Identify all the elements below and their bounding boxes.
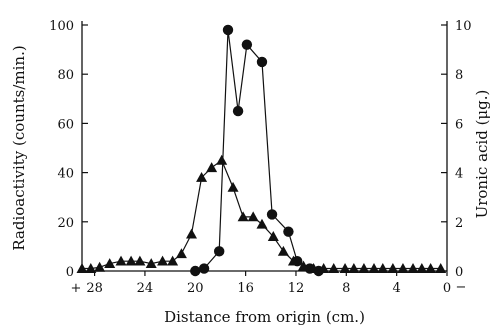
triangle-point — [318, 263, 330, 273]
triangle-point — [216, 154, 228, 165]
triangle-point — [104, 258, 116, 269]
x-tick-label: 4 — [393, 281, 401, 296]
x-tick-label: 12 — [288, 281, 305, 296]
triangle-point — [287, 255, 299, 266]
x-origin-minus-label: − — [456, 280, 467, 295]
triangle-point — [308, 263, 320, 273]
triangle-point — [167, 255, 179, 266]
y-right-tick-label: 0 — [455, 265, 463, 280]
y-axis-right-title: Uronic acid (μg.) — [473, 90, 491, 219]
x-tick-label: 16 — [237, 281, 254, 296]
circle-point — [190, 265, 201, 277]
triangle-point — [206, 162, 218, 173]
triangle-point — [298, 260, 310, 271]
triangle-point — [387, 263, 399, 273]
triangle-point — [339, 263, 351, 273]
y-left-tick-label: 60 — [57, 117, 74, 132]
triangle-point — [416, 263, 428, 273]
y-left-tick-label: 80 — [57, 68, 74, 83]
triangle-point — [237, 211, 249, 222]
y-left-tick-label: 0 — [66, 265, 74, 280]
y-right-tick-label: 2 — [455, 216, 463, 231]
y-right-tick-label: 8 — [455, 68, 463, 83]
y-right-tick-label: 10 — [455, 19, 472, 34]
x-origin-plus-label: + — [71, 281, 82, 296]
circle-point — [256, 56, 268, 68]
x-tick-label: 8 — [342, 281, 350, 296]
triangle-point — [85, 263, 97, 273]
triangle-point — [145, 258, 157, 269]
triangle-point — [227, 181, 239, 192]
y-right-tick-label: 6 — [455, 117, 463, 132]
circle-point — [222, 24, 234, 36]
x-axis-title: Distance from origin (cm.) — [164, 308, 365, 326]
triangle-point — [407, 263, 419, 273]
triangle-point — [115, 255, 127, 266]
x-tick-label: 24 — [137, 281, 154, 296]
triangle-point — [277, 245, 289, 256]
triangle-point — [125, 255, 137, 266]
triangle-point — [435, 263, 447, 273]
y-right-tick-label: 4 — [455, 167, 463, 182]
circle-point — [213, 246, 225, 257]
triangle-point — [397, 263, 409, 273]
triangle-point — [256, 218, 268, 229]
x-tick-label: 0 — [443, 281, 451, 296]
triangle-point — [358, 263, 370, 273]
triangle-point — [348, 263, 360, 273]
y-left-tick-label: 40 — [57, 167, 74, 182]
triangle-point — [196, 172, 208, 182]
triangle-point — [425, 263, 437, 273]
y-left-tick-label: 100 — [49, 19, 74, 34]
series-circle-line — [195, 29, 319, 272]
triangle-point — [328, 263, 340, 273]
triangle-point — [157, 255, 169, 266]
triangle-point — [377, 263, 389, 273]
series-triangle-line — [82, 159, 441, 270]
triangle-point — [267, 231, 279, 241]
y-left-tick-label: 20 — [57, 216, 74, 231]
circle-point — [232, 105, 244, 117]
axes — [81, 21, 448, 276]
series-group — [76, 24, 447, 277]
x-tick-label: 20 — [187, 281, 204, 296]
triangle-point — [247, 211, 259, 222]
triangle-point — [368, 263, 380, 273]
circle-point — [241, 39, 253, 50]
triangle-point — [134, 255, 146, 266]
circle-point — [266, 209, 278, 220]
triangle-point — [76, 263, 88, 273]
circle-point — [198, 263, 210, 274]
x-tick-label: 28 — [86, 281, 103, 296]
triangle-point — [94, 261, 106, 272]
y-axis-left-title: Radioactivity (counts/min.) — [10, 45, 28, 250]
triangle-point — [175, 248, 187, 259]
circle-point — [283, 226, 294, 237]
triangle-point — [186, 228, 197, 239]
